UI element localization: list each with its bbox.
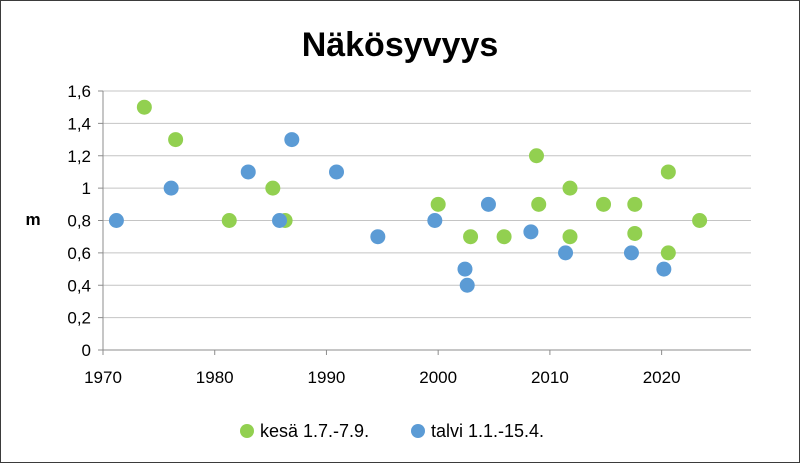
data-point xyxy=(272,213,288,228)
x-tick-label: 2010 xyxy=(531,368,569,387)
x-tick-label: 2020 xyxy=(643,368,681,387)
data-point xyxy=(623,245,639,261)
data-point xyxy=(370,229,386,245)
data-point xyxy=(496,229,512,245)
legend-item: kesä 1.7.-7.9. xyxy=(240,421,369,441)
y-tick-label: 0,6 xyxy=(67,244,91,263)
data-point xyxy=(596,196,612,212)
data-point xyxy=(427,213,443,228)
legend-label: kesä 1.7.-7.9. xyxy=(260,421,369,441)
data-point xyxy=(523,224,539,240)
y-tick-label: 0 xyxy=(82,341,91,360)
y-axis-ticks: 0 0,2 0,4 0,6 0,8 1 1,2 1,4 1,6 xyxy=(67,82,103,360)
data-point xyxy=(240,164,256,180)
y-tick-label: 1 xyxy=(82,179,91,198)
grid-lines xyxy=(102,90,751,351)
legend-marker xyxy=(240,424,254,438)
y-tick-label: 1,4 xyxy=(67,114,91,133)
data-point xyxy=(660,245,676,261)
legend-item: talvi 1.1.-15.4. xyxy=(411,421,544,441)
legend: kesä 1.7.-7.9. talvi 1.1.-15.4. xyxy=(240,421,544,441)
chart-title: Näkösyvyys xyxy=(302,26,499,64)
data-point xyxy=(265,180,281,196)
y-tick-label: 0,8 xyxy=(67,212,91,231)
data-point xyxy=(656,261,672,277)
data-point xyxy=(459,277,475,293)
data-point xyxy=(562,229,578,245)
legend-label: talvi 1.1.-15.4. xyxy=(431,421,544,441)
data-point xyxy=(480,196,496,212)
x-axis-ticks: 1970 1980 1990 2000 2010 2020 xyxy=(84,350,681,387)
y-tick-label: 0,4 xyxy=(67,276,91,295)
data-point xyxy=(108,213,124,228)
y-axis-label: m xyxy=(25,210,40,229)
data-point xyxy=(692,213,708,228)
x-tick-label: 2000 xyxy=(419,368,457,387)
data-point xyxy=(627,196,643,212)
legend-marker xyxy=(411,424,425,438)
data-point xyxy=(284,132,300,148)
data-point xyxy=(168,132,184,148)
data-point xyxy=(430,196,446,212)
data-point xyxy=(562,180,578,196)
x-tick-label: 1970 xyxy=(84,368,122,387)
y-tick-label: 1,6 xyxy=(67,82,91,101)
data-point xyxy=(457,261,473,277)
data-point xyxy=(221,213,237,228)
x-tick-label: 1990 xyxy=(308,368,346,387)
data-point xyxy=(163,180,179,196)
data-point xyxy=(528,148,544,164)
y-tick-label: 1,2 xyxy=(67,147,91,166)
data-point xyxy=(558,245,574,261)
x-tick-label: 1980 xyxy=(196,368,234,387)
data-points xyxy=(108,99,708,293)
data-point xyxy=(660,164,676,180)
data-point xyxy=(329,164,345,180)
data-point xyxy=(463,229,479,245)
data-point xyxy=(531,196,547,212)
data-point xyxy=(136,99,152,115)
y-tick-label: 0,2 xyxy=(67,309,91,328)
data-point xyxy=(627,225,643,241)
